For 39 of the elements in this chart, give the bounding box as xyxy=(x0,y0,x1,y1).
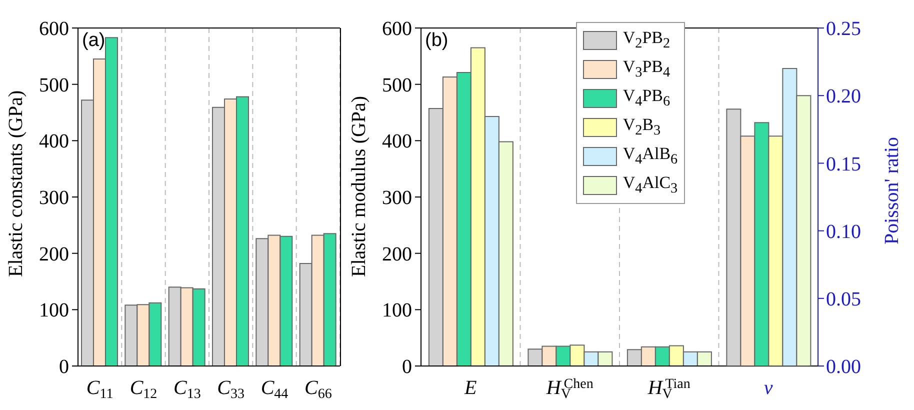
legend-label: V$_{3}$PB$_{4}$ xyxy=(622,56,670,82)
y-tick-label: 500 xyxy=(39,74,69,96)
y-tick-label: 200 xyxy=(39,243,69,266)
x-tick-label: C$_{44}$ xyxy=(260,377,288,402)
y-tick-label: 600 xyxy=(382,18,412,40)
annotation: (b) xyxy=(425,30,448,52)
y-tick-label: 300 xyxy=(382,187,412,209)
y-tick-label: 100 xyxy=(382,300,412,322)
x-tick-label: ν xyxy=(764,377,773,399)
legend-label: V$_{4}$PB$_{6}$ xyxy=(622,86,670,112)
y-tick-label: 600 xyxy=(39,18,69,40)
y2-tick-label: 0.25 xyxy=(826,18,861,40)
y-axis-title: Elastic modulus (GPa) xyxy=(348,96,370,277)
y2-tick-label: 0.10 xyxy=(826,220,861,243)
y-tick-label: 0 xyxy=(402,356,412,378)
legend-label: V$_{4}$AlB$_{6}$ xyxy=(622,144,678,170)
legend-label: V$_{2}$PB$_{2}$ xyxy=(622,28,670,54)
x-tick-label: C$_{12}$ xyxy=(130,377,158,402)
x-tick-label: E xyxy=(464,377,477,399)
y-tick-label: 100 xyxy=(39,300,69,322)
y2-axis-title: Poisson' ratio xyxy=(881,137,904,244)
y-tick-label: 400 xyxy=(39,130,69,153)
x-tick-label: C$_{33}$ xyxy=(217,377,245,402)
y2-tick-label: 0.20 xyxy=(826,86,861,108)
y-tick-label: 400 xyxy=(382,130,412,153)
x-tick-label: C$_{13}$ xyxy=(173,377,201,402)
y-tick-label: 500 xyxy=(382,74,412,96)
y2-tick-label: 0.15 xyxy=(826,153,861,176)
y-axis-title: Elastic constants (GPa) xyxy=(5,90,28,277)
y-tick-label: 200 xyxy=(382,243,412,266)
y2-tick-label: 0.00 xyxy=(826,356,861,378)
y-tick-label: 300 xyxy=(39,187,69,209)
annotation: (a) xyxy=(82,30,106,52)
legend-label: V$_{4}$AlC$_{3}$ xyxy=(622,172,678,198)
y2-tick-label: 0.05 xyxy=(826,288,861,310)
x-tick-label: C$_{11}$ xyxy=(86,377,114,402)
y-tick-label: 0 xyxy=(59,356,69,378)
legend-label: V$_{2}$B$_{3}$ xyxy=(622,114,661,140)
x-tick-label: C$_{66}$ xyxy=(304,377,332,402)
